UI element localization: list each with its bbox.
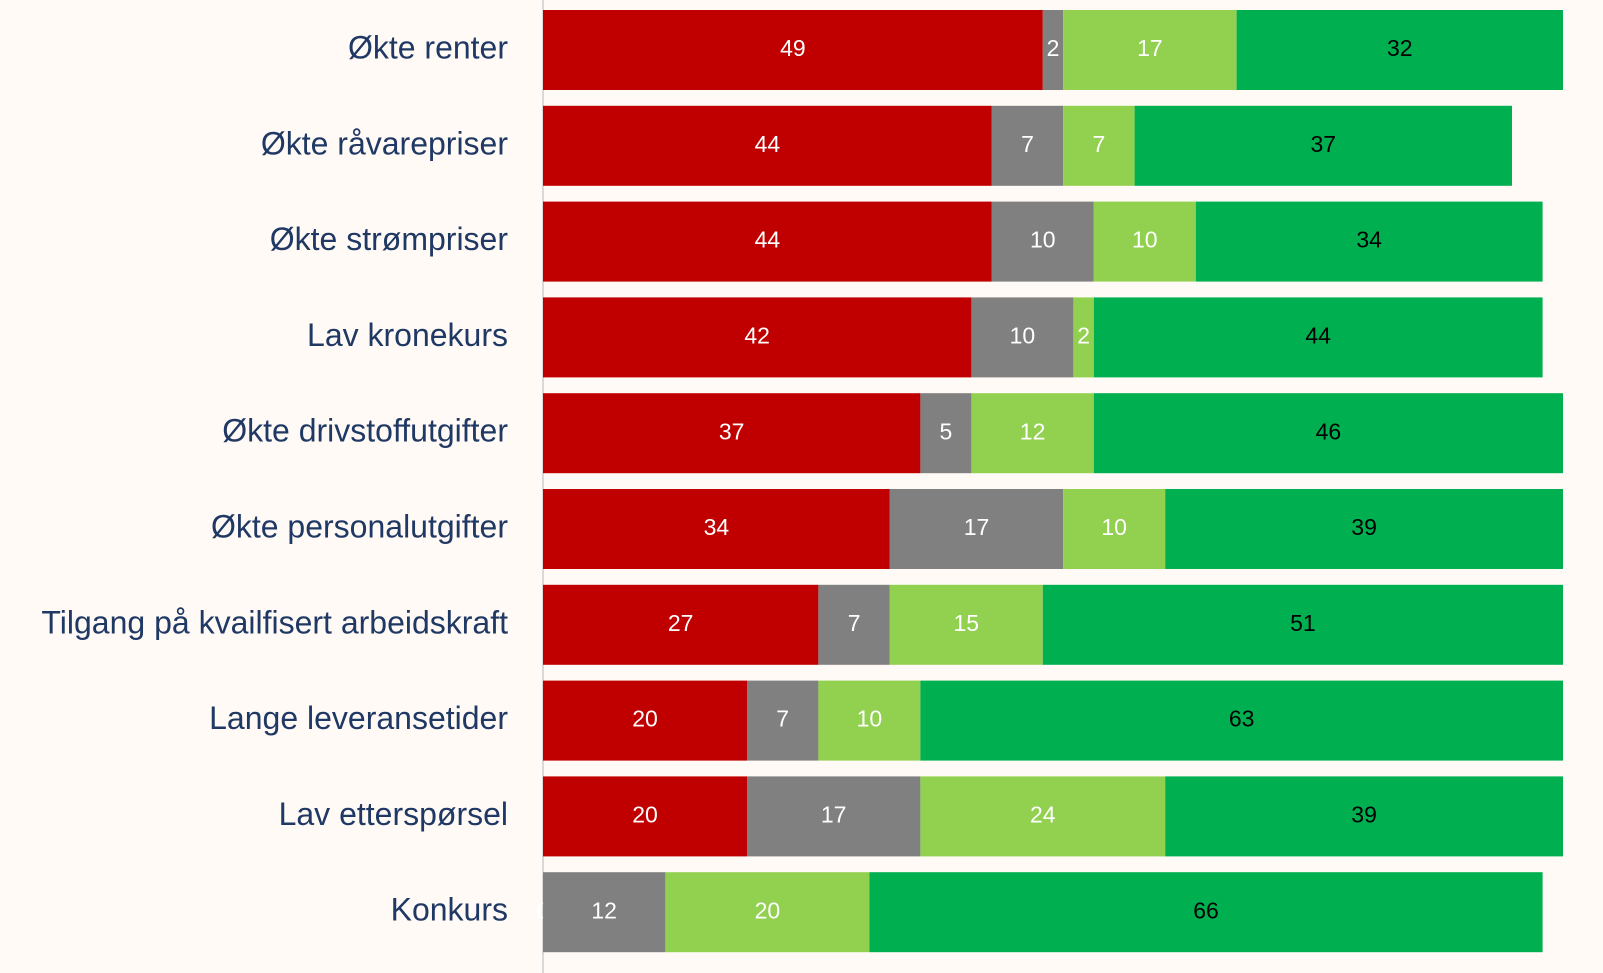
bar-segment: [543, 776, 747, 857]
data-label: 66: [1193, 897, 1219, 923]
data-label: 37: [1311, 131, 1337, 157]
bar-segment: [543, 393, 921, 474]
data-label: 10: [1132, 227, 1158, 253]
bar-segment: [543, 872, 666, 953]
bar-segment: [1093, 297, 1543, 378]
data-label: 49: [780, 35, 806, 61]
data-label: 17: [964, 514, 990, 540]
bar-segment: [991, 201, 1094, 282]
data-label: 10: [1030, 227, 1056, 253]
data-label: 63: [1229, 706, 1255, 732]
data-label: 5: [940, 418, 953, 444]
data-label: 44: [755, 131, 781, 157]
bar-segment: [543, 201, 992, 282]
bar-segment: [818, 680, 921, 761]
bar-segment: [889, 584, 1043, 665]
bar-segment: [991, 105, 1064, 186]
data-label: 10: [1010, 322, 1036, 348]
bar-segment: [818, 584, 890, 665]
data-label: 34: [704, 514, 730, 540]
data-label: 44: [1305, 322, 1331, 348]
data-label: 17: [1137, 35, 1163, 61]
data-label: 39: [1351, 514, 1377, 540]
bar-segment: [1073, 297, 1094, 378]
bar-segment: [1236, 10, 1563, 90]
data-label: 15: [954, 610, 980, 636]
bar-segment: [1042, 584, 1563, 665]
bar-segment: [1063, 105, 1135, 186]
bar-segment: [543, 297, 972, 378]
bar-segment: [543, 680, 747, 761]
data-label: 42: [744, 322, 770, 348]
data-label: 2: [1077, 322, 1090, 348]
data-label: 20: [755, 897, 781, 923]
bar-segment: [1165, 489, 1563, 569]
data-label: 32: [1387, 35, 1413, 61]
bar-segment: [1165, 776, 1563, 857]
bar-segment: [971, 297, 1074, 378]
data-label: 7: [776, 706, 789, 732]
category-label: Lav etterspørsel: [279, 796, 508, 832]
data-label: 51: [1290, 610, 1316, 636]
data-label: 20: [632, 801, 658, 827]
bar-segment: [869, 872, 1543, 953]
data-label: 46: [1316, 418, 1342, 444]
data-label: 39: [1351, 801, 1377, 827]
bar-segment: [1195, 201, 1543, 282]
data-label: 17: [821, 801, 847, 827]
bar-segment: [971, 393, 1094, 474]
bar-segment: [1093, 393, 1563, 474]
bar-segment: [747, 776, 921, 857]
category-label: Konkurs: [391, 892, 508, 928]
bar-segment: [665, 872, 870, 953]
data-label: 10: [857, 706, 883, 732]
bar-segment: [543, 10, 1043, 90]
category-label: Lav kronekurs: [307, 317, 508, 353]
bar-segment: [920, 776, 1166, 857]
data-label: 37: [719, 418, 745, 444]
category-label: Tilgang på kvailfisert arbeidskraft: [41, 604, 508, 640]
bar-segment: [1042, 10, 1064, 90]
bar-segment: [920, 393, 972, 474]
data-label: 7: [1093, 131, 1106, 157]
data-label: 7: [848, 610, 861, 636]
category-label: Lange leveransetider: [209, 700, 508, 736]
bar-segment: [920, 680, 1563, 761]
data-label: 7: [1021, 131, 1034, 157]
category-label: Økte renter: [348, 29, 508, 65]
data-label: 12: [591, 897, 617, 923]
category-label: Økte drivstoffutgifter: [222, 413, 508, 449]
bar-segment: [543, 584, 819, 665]
data-label: 24: [1030, 801, 1056, 827]
bar-segment: [1134, 105, 1512, 186]
data-label: 12: [1020, 418, 1046, 444]
bar-segment: [1093, 201, 1196, 282]
bar-segment: [1063, 10, 1237, 90]
bar-segment: [543, 489, 890, 569]
bar-segment: [889, 489, 1064, 569]
category-label: Økte personalutgifter: [211, 508, 508, 544]
data-label: 20: [632, 706, 658, 732]
data-label: 27: [668, 610, 694, 636]
bar-segment: [1063, 489, 1166, 569]
data-label: 34: [1356, 227, 1382, 253]
category-label: Økte råvarepriser: [261, 125, 509, 161]
bar-segment: [747, 680, 819, 761]
data-label: 2: [1047, 35, 1060, 61]
category-label: Økte strømpriser: [270, 221, 509, 257]
data-label: 10: [1101, 514, 1127, 540]
bar-segment: [543, 105, 992, 186]
data-label: 44: [755, 227, 781, 253]
